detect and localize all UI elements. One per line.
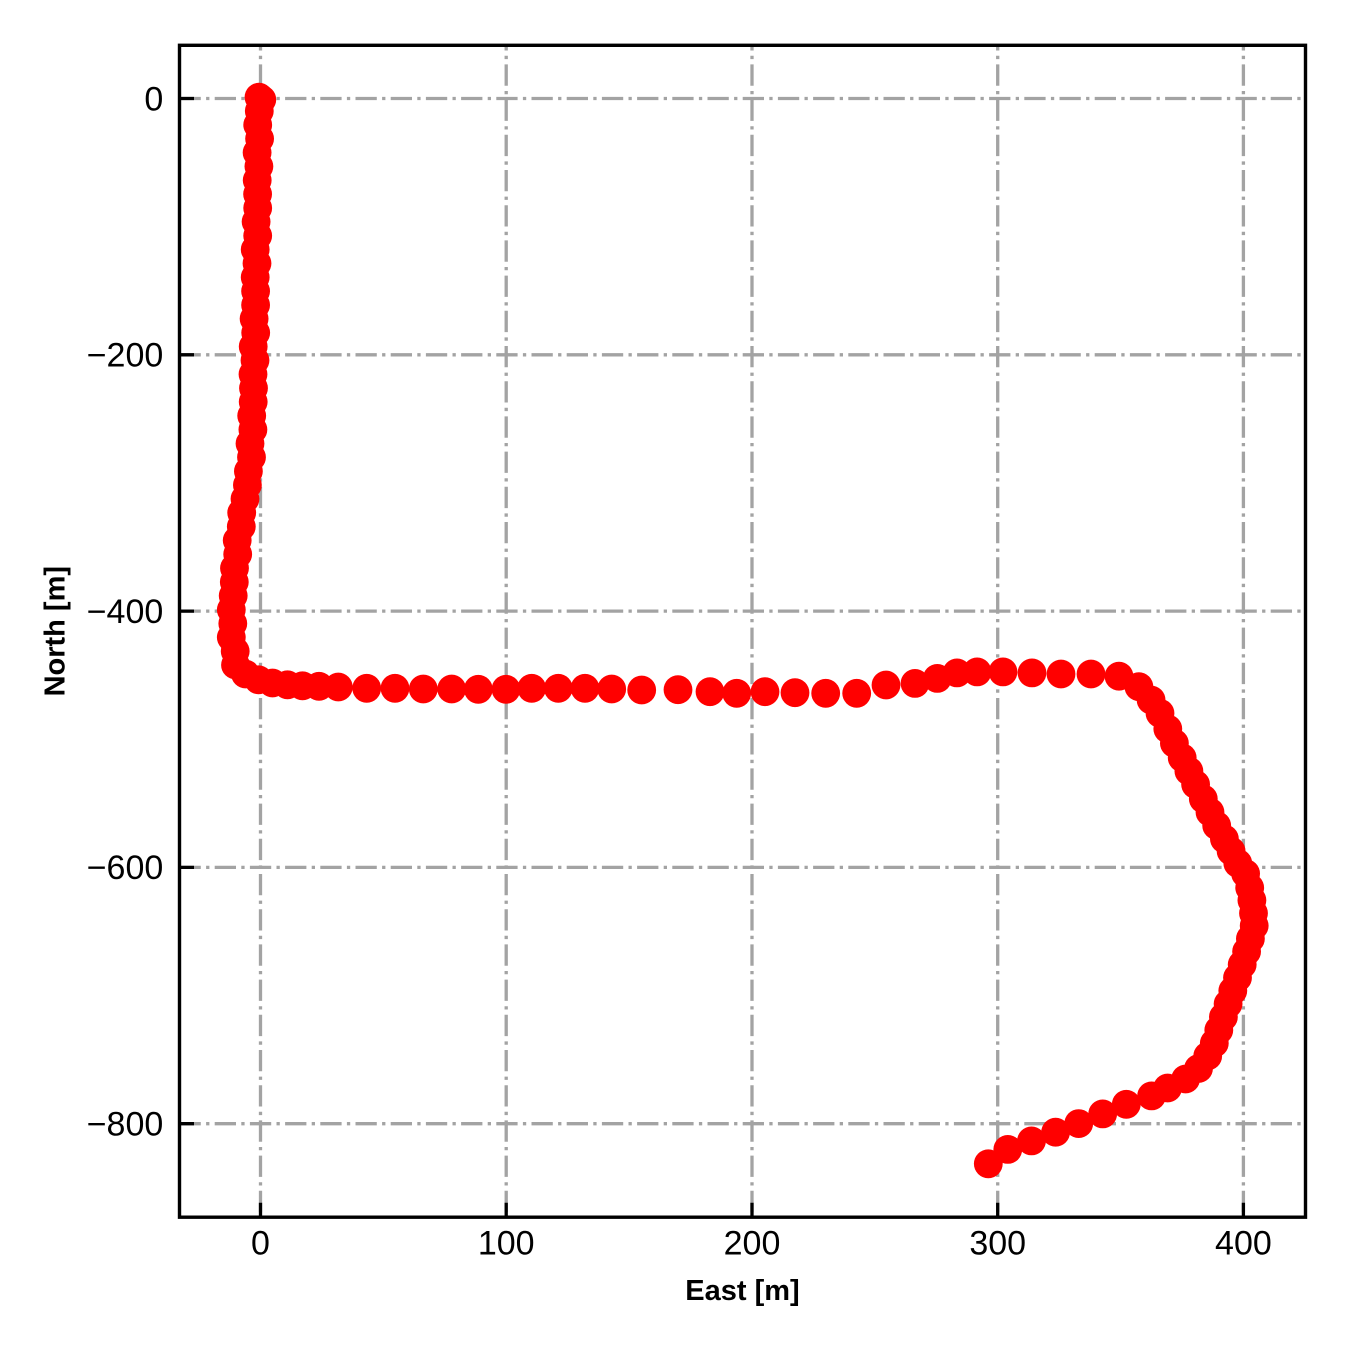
svg-text:−800: −800 <box>87 1106 164 1144</box>
svg-text:North [m]: North [m] <box>40 566 72 696</box>
svg-text:East [m]: East [m] <box>685 1275 799 1307</box>
svg-text:0: 0 <box>251 1225 270 1263</box>
svg-text:0: 0 <box>144 80 163 118</box>
svg-text:−600: −600 <box>87 849 164 887</box>
svg-text:100: 100 <box>478 1225 535 1263</box>
svg-text:−200: −200 <box>87 337 164 375</box>
svg-text:300: 300 <box>969 1225 1026 1263</box>
svg-text:200: 200 <box>724 1225 781 1263</box>
svg-text:−400: −400 <box>87 593 164 631</box>
svg-text:400: 400 <box>1215 1225 1272 1263</box>
